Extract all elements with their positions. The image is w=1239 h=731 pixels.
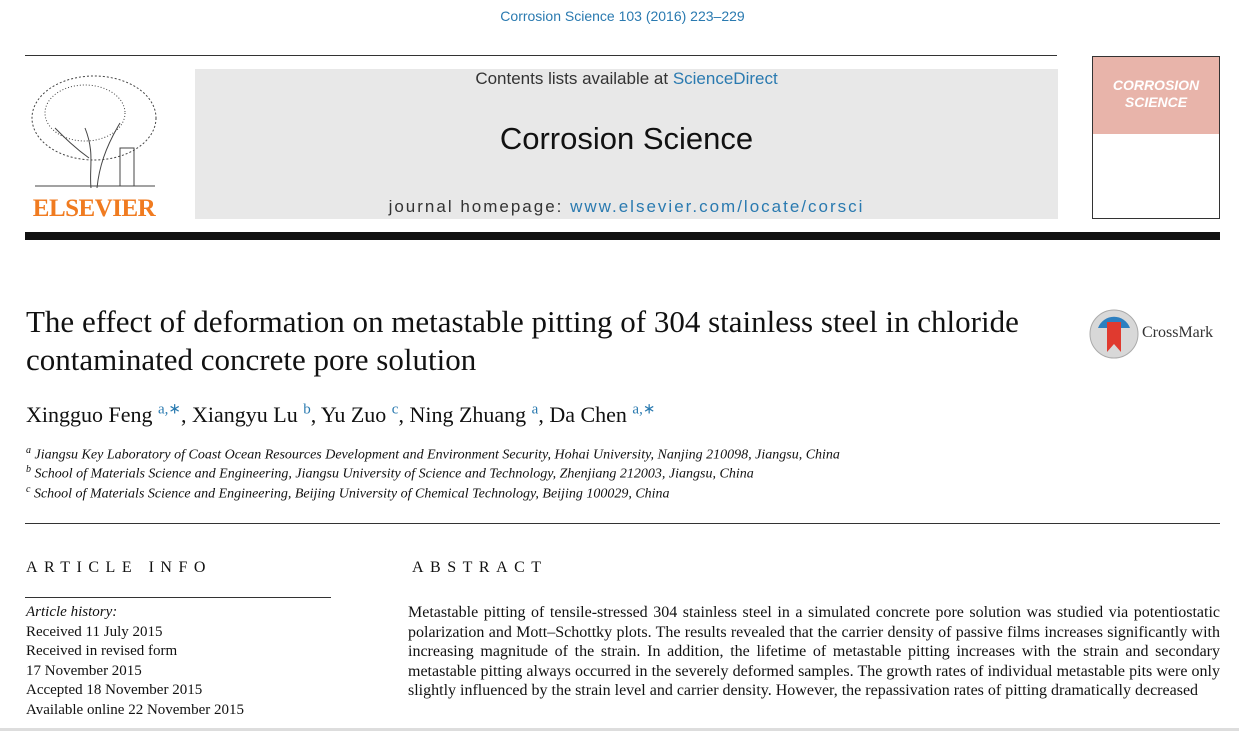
homepage-label: journal homepage: [388,197,571,216]
affiliation: c School of Materials Science and Engine… [26,484,670,502]
history-item: Received in revised form [26,643,178,660]
divider [25,597,331,598]
sciencedirect-link[interactable]: ScienceDirect [672,69,778,88]
author[interactable]: Ning Zhuang a [409,402,539,428]
homepage-link[interactable]: www.elsevier.com/locate/corsci [570,197,865,216]
crossmark-icon [1089,309,1139,359]
history-item: Available online 22 November 2015 [26,701,244,718]
author-list: Xingguo Feng a,∗, Xiangyu Lu b, Yu Zuo c… [26,402,656,428]
citation-link[interactable]: Corrosion Science 103 (2016) 223–229 [500,8,745,24]
article-title: The effect of deformation on metastable … [26,304,1019,377]
crossmark-button[interactable]: CrossMark [1088,308,1228,360]
affiliation: a Jiangsu Key Laboratory of Coast Ocean … [26,445,840,463]
crossmark-label: CrossMark [1142,324,1214,341]
cover-title: CORROSION SCIENCE [1093,57,1219,134]
history-item: 17 November 2015 [26,662,142,679]
header-bar [25,232,1220,240]
divider [25,523,1220,524]
elsevier-tree-logo [31,75,157,189]
horizontal-scrollbar[interactable] [0,728,1239,731]
journal-cover-thumbnail[interactable]: CORROSION SCIENCE [1092,56,1220,219]
journal-title: Corrosion Science [499,121,754,156]
abstract-text: Metastable pitting of tensile-stressed 3… [408,604,1220,700]
author[interactable]: Xiangyu Lu b [191,402,311,428]
affiliation: b School of Materials Science and Engine… [26,464,754,482]
journal-masthead: Contents lists available at ScienceDirec… [195,69,1058,219]
abstract-heading: ABSTRACT [412,559,548,576]
divider [25,55,1057,56]
history-item: Accepted 18 November 2015 [26,682,203,699]
author[interactable]: Da Chen a,∗ [549,402,656,428]
history-item: Received 11 July 2015 [26,623,163,640]
article-history: Article history: Received 11 July 2015 R… [26,603,244,721]
article-info-heading: ARTICLE INFO [26,559,212,576]
author[interactable]: Xingguo Feng a,∗ [26,402,181,428]
author[interactable]: Yu Zuo c [320,402,399,428]
contents-label: Contents lists available at [475,69,673,88]
elsevier-logo-text: ELSEVIER [32,195,156,222]
